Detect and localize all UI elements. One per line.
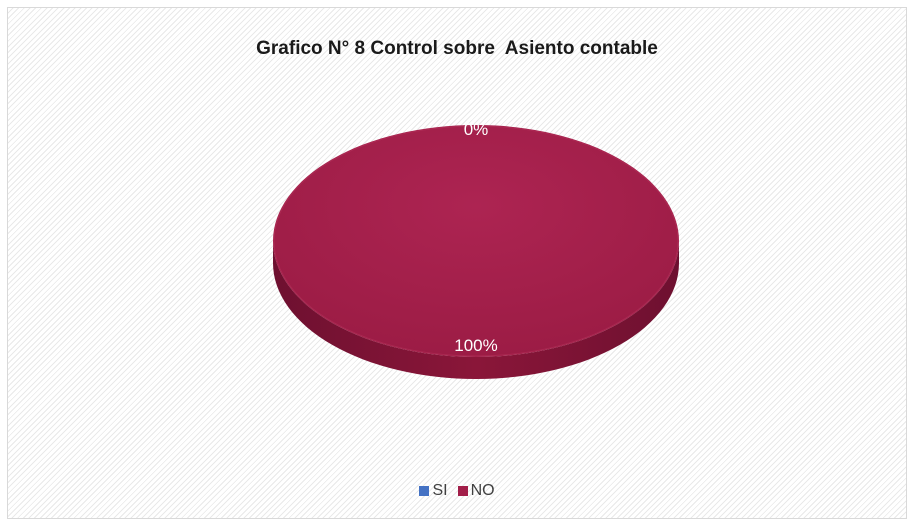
pie-rim xyxy=(273,125,679,357)
pie-chart: 0% 100% xyxy=(273,120,679,379)
pie-side-wall xyxy=(273,241,679,379)
legend-item-si: SI xyxy=(419,482,448,500)
legend-label-si: SI xyxy=(432,482,448,499)
legend-label-no: NO xyxy=(470,482,495,499)
legend: SI NO xyxy=(8,482,906,500)
data-label-si: 0% xyxy=(464,120,489,139)
legend-item-no: NO xyxy=(457,482,495,500)
legend-swatch-no xyxy=(457,486,468,496)
data-label-no: 100% xyxy=(454,336,497,355)
pie-slice-no xyxy=(273,125,679,357)
legend-swatch-si xyxy=(419,486,430,496)
chart-title: Grafico N° 8 Control sobre Asiento conta… xyxy=(256,38,658,59)
chart-area: Grafico N° 8 Control sobre Asiento conta… xyxy=(7,7,907,519)
